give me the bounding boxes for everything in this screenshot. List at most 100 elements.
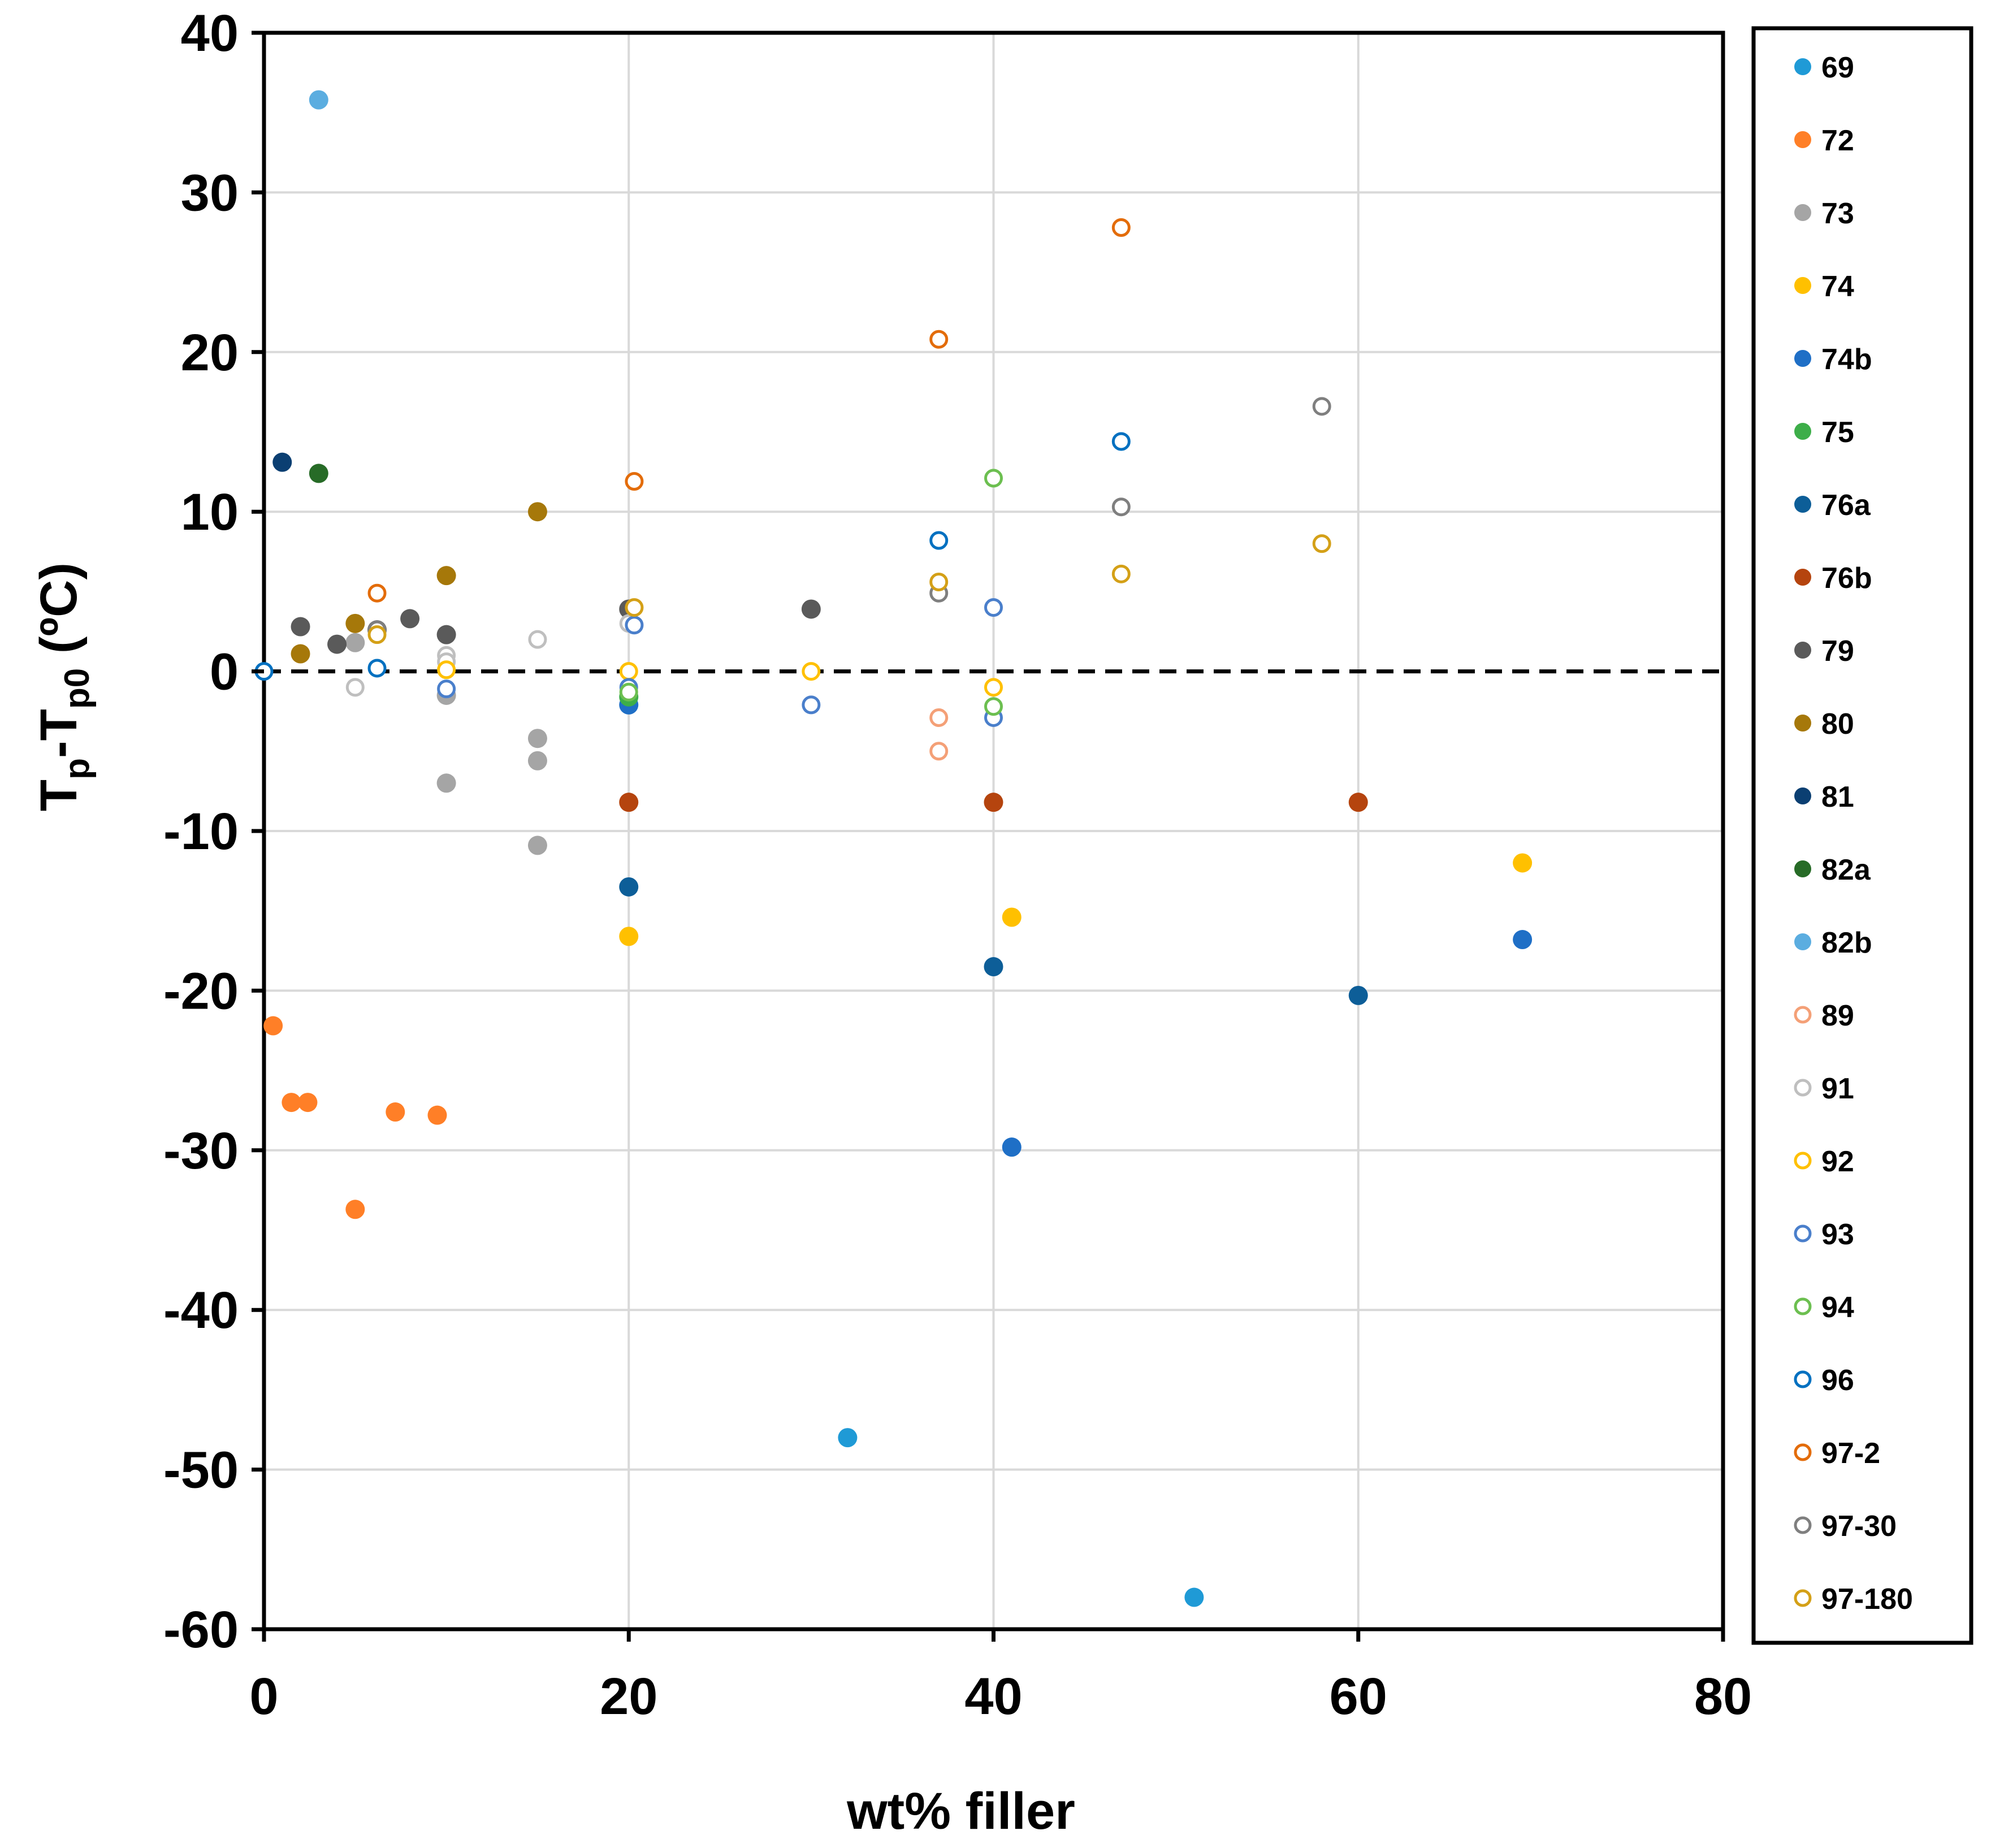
data-point [528,630,547,649]
series-94 [619,469,1003,716]
data-point [619,877,639,897]
x-tick-label: 60 [1330,1668,1387,1725]
legend-marker [1794,1589,1812,1607]
legend-label: 97-2 [1821,1437,1880,1470]
series-97-2 [367,218,1131,603]
data-point [345,633,365,652]
legend-item: 73 [1794,197,1854,230]
data-point [1348,793,1368,812]
data-point [291,644,310,664]
legend-marker [1794,131,1811,148]
data-point [1184,1587,1204,1607]
data-point [282,1093,301,1113]
legend-label: 74b [1821,343,1872,376]
x-tick-label: 20 [600,1668,657,1725]
legend-item: 74 [1794,270,1854,303]
legend-marker [1794,1006,1812,1024]
legend-item: 92 [1794,1145,1854,1178]
legend-item: 74b [1794,343,1872,376]
data-point [298,1093,318,1113]
legend-item: 72 [1794,124,1854,157]
y-axis-ticks: 40 30 20 10 0 -10 -20 -30 -40 -50 -60 [163,5,264,1659]
legend-label: 80 [1821,708,1854,741]
legend-item: 80 [1794,708,1854,741]
data-point [1513,853,1533,873]
legend-item: 76a [1794,489,1871,522]
legend-marker [1794,58,1811,75]
data-point [929,330,949,349]
data-point [619,662,638,681]
x-tick-label: 0 [249,1668,278,1725]
series-76b [619,793,1368,812]
data-point [619,793,639,812]
data-point [386,1102,405,1122]
data-point [1312,534,1331,553]
legend-marker [1794,933,1811,950]
legend-marker [1794,860,1811,877]
series-97-180 [367,534,1331,644]
legend-marker [1794,1516,1812,1534]
y-axis-title: Tp-Tp0 (ºC) [30,562,97,811]
legend: 69 72 73 74 74b 75 76a 76b 79 80 81 82a 82b 89 91 92 93 9… [1794,51,1913,1616]
data-point [625,472,644,491]
series-72 [263,1016,447,1219]
data-point [527,502,547,522]
data-point [929,572,949,591]
data-point [984,469,1003,488]
y-axis-title-base: T [30,780,88,811]
series-73 [345,633,547,855]
data-point [625,616,644,635]
legend-label: 76a [1821,489,1871,522]
legend-item: 81 [1794,781,1854,813]
data-point [984,793,1003,812]
legend-marker [1794,350,1811,367]
legend-label: 93 [1821,1218,1854,1251]
legend-item: 93 [1794,1218,1854,1251]
data-point [838,1428,858,1448]
data-point [1111,497,1131,517]
series-74 [619,853,1533,946]
legend-label: 97-180 [1821,1583,1913,1616]
legend-item: 97-180 [1794,1583,1913,1616]
legend-item: 82a [1794,854,1871,886]
y-tick-label: 10 [181,483,239,541]
data-point [436,566,456,586]
y-tick-label: -40 [163,1282,239,1339]
data-point [427,1105,447,1125]
series-80 [291,502,547,664]
legend-item: 69 [1794,51,1854,84]
x-axis-title: wt% filler [846,1782,1075,1840]
data-point [1111,218,1131,237]
legend-item: 94 [1794,1291,1854,1324]
legend-marker [1794,496,1811,513]
data-point [1002,1137,1022,1157]
data-point [263,1016,283,1036]
legend-marker [1794,1152,1812,1170]
y-axis-title-unit: (ºC) [30,562,88,668]
legend-marker [1794,642,1811,659]
series-81 [272,452,292,472]
data-point [619,927,639,946]
data-point [984,957,1003,977]
legend-label: 73 [1821,197,1854,230]
legend-marker [1794,423,1811,440]
data-point [309,90,328,110]
series-82b [309,90,328,110]
legend-item: 96 [1794,1364,1854,1397]
data-point [527,729,547,748]
data-point [984,678,1003,697]
data-point [345,613,365,633]
y-tick-label: 20 [181,324,239,382]
data-point [801,599,821,619]
data-point [367,583,387,603]
y-axis-title-sub2: p0 [58,668,97,709]
data-point [619,682,638,702]
data-point [437,660,456,680]
legend-marker [1794,204,1811,221]
legend-label: 81 [1821,781,1854,813]
data-point [625,598,644,617]
legend-marker [1794,1224,1812,1243]
data-point [437,680,456,699]
